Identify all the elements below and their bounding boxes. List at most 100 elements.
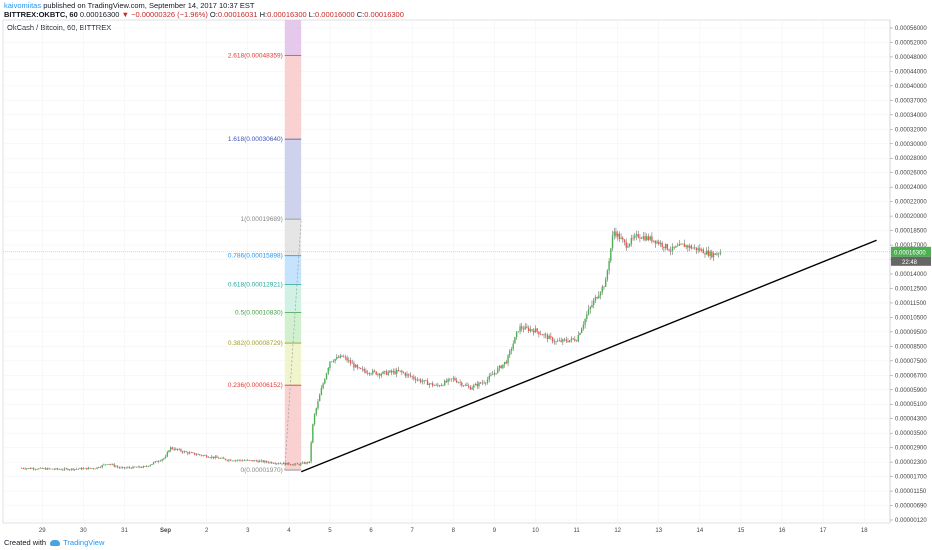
candle-body — [313, 414, 316, 425]
candle-body — [373, 370, 376, 372]
candle-body — [592, 300, 595, 305]
close-label: C: — [356, 10, 365, 19]
x-tick-label: 13 — [655, 528, 662, 534]
candle-body — [527, 327, 530, 331]
candle-body — [140, 467, 143, 468]
candle-body — [377, 373, 379, 375]
candle-body — [719, 252, 722, 254]
time-axis[interactable]: 29 30 31 Sep 2 3 4 5 6 7 8 9 10 11 12 13 14 15 16 17 18 — [39, 528, 868, 534]
candle-body — [168, 450, 170, 453]
fib-retracement[interactable]: 2.618(0.00048359) 1.618(0.00030640) 1(0.00… — [228, 20, 302, 474]
candle-body — [699, 248, 701, 251]
trendline-line[interactable] — [300, 239, 877, 473]
candle-body — [288, 462, 290, 465]
candle-body — [623, 239, 626, 243]
candle-body — [344, 356, 347, 358]
candle-body — [594, 297, 597, 301]
candle-body — [380, 373, 383, 376]
candle-body — [711, 251, 713, 258]
candle-body — [38, 468, 40, 470]
candle-body — [135, 467, 138, 468]
candle-body — [358, 367, 360, 369]
candle-body — [634, 235, 636, 238]
candle-body — [664, 244, 667, 249]
candle-body — [411, 376, 413, 377]
candle-body — [178, 449, 180, 450]
candle-body — [339, 355, 341, 358]
candle-body — [104, 464, 107, 466]
candle-body — [454, 378, 456, 381]
candle-body — [183, 451, 186, 453]
candle-body — [646, 236, 648, 241]
fib-level-label: 0(0.00001970) — [240, 467, 282, 474]
candle-body — [570, 338, 573, 341]
x-tick-label: 10 — [532, 528, 539, 534]
candle-body — [606, 270, 609, 280]
candle-body — [139, 466, 141, 468]
author-link[interactable]: kaivomiitas — [4, 1, 42, 10]
candle-body — [495, 372, 497, 374]
trendline[interactable] — [300, 239, 877, 473]
candle-body — [318, 394, 321, 402]
candle-body — [615, 231, 617, 237]
candle-body — [353, 363, 355, 368]
candle-body — [22, 468, 25, 469]
candle-body — [661, 242, 663, 247]
candle-body — [253, 460, 256, 462]
y-tick-label: 0.00056000 — [895, 26, 927, 32]
candle-body — [668, 249, 670, 251]
candle-body — [298, 464, 300, 465]
candle-body — [408, 373, 410, 375]
candle-body — [113, 464, 115, 467]
candle-body — [442, 385, 444, 386]
candle-body — [169, 447, 172, 451]
candle-body — [106, 464, 109, 465]
candle-body — [579, 332, 581, 335]
candle-body — [430, 383, 432, 384]
candle-body — [414, 378, 417, 381]
candle-body — [452, 378, 454, 379]
y-tick-label: 0.00005100 — [895, 402, 927, 408]
candle-body — [497, 368, 499, 373]
price-chart[interactable]: OkCash / Bitcoin, 60, BITTREX 2.618(0.00… — [0, 0, 932, 536]
candle-body — [351, 363, 353, 364]
candle-body — [281, 463, 283, 465]
candle-body — [478, 382, 480, 387]
candle-body — [524, 326, 526, 330]
candle-body — [618, 233, 621, 239]
price-axis[interactable]: 0.00056000 0.00052000 0.00048000 0.00044000… — [889, 20, 927, 524]
candle-body — [464, 384, 466, 386]
candle-body — [312, 424, 314, 443]
candle-body — [190, 452, 192, 454]
candle-body — [551, 337, 554, 342]
candle-body — [538, 331, 540, 335]
y-tick-label: 0.00030000 — [895, 142, 927, 148]
candle-body — [428, 383, 430, 386]
candle-body — [277, 463, 280, 465]
candle-body — [521, 326, 523, 329]
candle-body — [455, 380, 458, 383]
candle-body — [325, 373, 328, 380]
candle-body — [670, 250, 672, 252]
candle-body — [336, 357, 338, 359]
candle-body — [707, 250, 710, 256]
candle-body — [291, 464, 293, 466]
candle-body — [216, 456, 218, 458]
candle-body — [682, 243, 684, 245]
candle-body — [226, 459, 228, 461]
tradingview-link[interactable]: TradingView — [63, 538, 105, 547]
candle-body — [262, 460, 264, 463]
grid — [3, 20, 890, 523]
candle-body — [642, 236, 645, 239]
candle-body — [366, 372, 369, 374]
candle-body — [205, 455, 208, 458]
x-tick-label: 11 — [573, 528, 580, 534]
candle-body — [546, 334, 549, 340]
candle-body — [423, 380, 425, 382]
countdown-text: 22:48 — [902, 260, 918, 266]
candle-body — [89, 467, 91, 469]
y-tick-label: 0.00044000 — [895, 69, 927, 75]
candle-body — [34, 469, 37, 470]
candle-body — [658, 241, 660, 245]
candle-body — [402, 372, 405, 374]
